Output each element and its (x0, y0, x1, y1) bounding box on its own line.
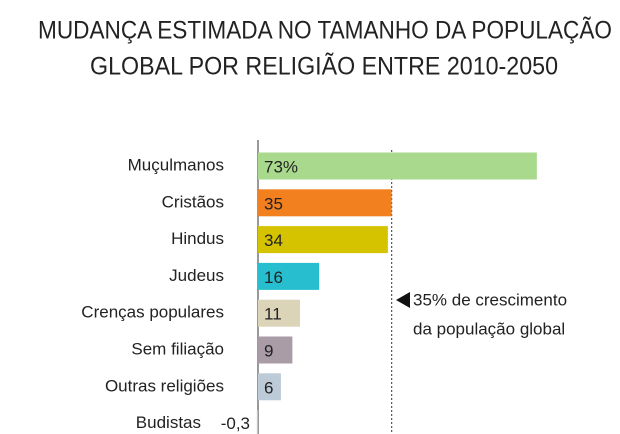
bar (258, 299, 301, 327)
bar (256, 410, 258, 434)
category-label: Muçulmanos (128, 155, 224, 174)
value-label: 6 (264, 378, 273, 397)
category-label: Outras religiões (105, 376, 224, 395)
annotation: 35% de crescimento (413, 290, 567, 309)
category-label: Sem filiação (131, 339, 224, 358)
category-label: Crenças populares (81, 303, 224, 322)
value-label: 73% (264, 157, 298, 176)
value-label: 9 (264, 341, 273, 360)
category-label: Cristãos (162, 192, 224, 211)
value-label: 35 (264, 194, 283, 213)
bar (258, 336, 293, 364)
category-label: Budistas (136, 413, 201, 432)
bar (258, 152, 537, 180)
annotation: da população global (413, 319, 565, 338)
category-label: Judeus (169, 266, 224, 285)
chart-title: MUDANÇA ESTIMADA NO TAMANHO DA POPULAÇÃO (38, 16, 612, 45)
category-label: Hindus (171, 229, 224, 248)
bar (258, 189, 392, 217)
bar (258, 226, 388, 254)
value-label: 34 (264, 231, 283, 250)
bar (258, 373, 281, 401)
value-label: 11 (264, 305, 282, 324)
chart-title: GLOBAL POR RELIGIÃO ENTRE 2010-2050 (90, 52, 558, 81)
value-label: -0,3 (221, 414, 250, 433)
annotation-arrow (396, 292, 410, 308)
value-label: 16 (264, 268, 283, 287)
bar (258, 262, 320, 290)
